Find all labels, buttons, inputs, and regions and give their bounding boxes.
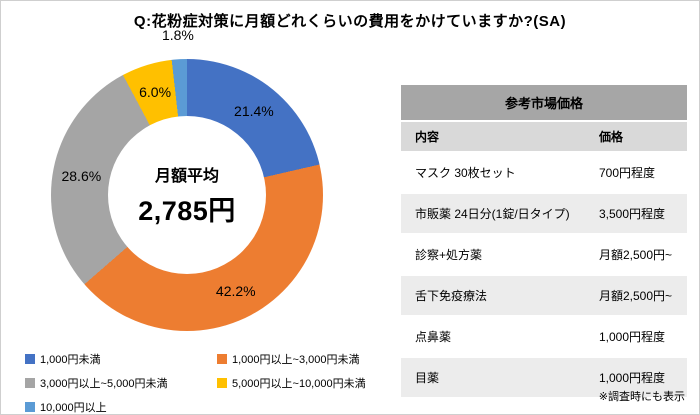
table-cell-content: 舌下免疫療法	[415, 289, 488, 303]
slice-percentage-label: 1.8%	[161, 26, 194, 43]
slice-percentage-label: 42.2%	[215, 282, 256, 299]
legend-item: 10,000円以上	[25, 399, 217, 415]
table-cell-content: 診察+処方薬	[415, 248, 483, 262]
table-row: 点鼻薬 1,000円程度	[401, 317, 687, 358]
legend-swatch	[25, 354, 35, 364]
donut-center-label: 月額平均	[154, 168, 219, 185]
table-row: 舌下免疫療法 月額2,500円~	[401, 276, 687, 317]
slice-percentage-label: 6.0%	[139, 84, 172, 101]
table-title: 参考市場価格	[401, 85, 687, 122]
table-cell-price: 月額2,500円~	[599, 289, 673, 303]
legend-swatch	[25, 378, 35, 388]
market-price-table: 参考市場価格 内容 価格 マスク 30枚セット 700円程度市販薬 24日分(1錠…	[401, 85, 687, 399]
table-column-headers: 内容 価格	[401, 122, 687, 153]
legend-label: 3,000円以上~5,000円未満	[40, 378, 168, 390]
legend-swatch	[217, 354, 227, 364]
donut-center: 月額平均 2,785円	[108, 116, 266, 274]
legend-label: 1,000円以上~3,000円未満	[232, 354, 360, 366]
legend-item: 3,000円以上~5,000円未満	[25, 375, 217, 391]
legend-item: 1,000円未満	[25, 351, 217, 367]
page-title: Q:花粉症対策に月額どれくらいの費用をかけていますか?(SA)	[133, 13, 567, 30]
table-cell-content: 目薬	[415, 371, 440, 385]
table-cell-price: 1,000円程度	[599, 330, 666, 344]
table-cell-price: 3,500円程度	[599, 207, 666, 221]
table-cell-price: 700円程度	[599, 166, 656, 180]
footnote: ※調査時にも表示	[598, 391, 685, 403]
legend-item: 5,000円以上~10,000円未満	[217, 375, 366, 391]
table-row: 診察+処方薬 月額2,500円~	[401, 235, 687, 276]
legend-swatch	[25, 402, 35, 412]
legend-label: 1,000円未満	[40, 354, 101, 366]
slice-percentage-label: 28.6%	[61, 167, 102, 184]
table-cell-content: 点鼻薬	[415, 330, 452, 344]
legend-label: 5,000円以上~10,000円未満	[232, 378, 366, 390]
table-cell-price: 1,000円程度	[599, 371, 666, 385]
table-body: マスク 30枚セット 700円程度市販薬 24日分(1錠/日タイプ) 3,500円程…	[401, 153, 687, 399]
legend-swatch	[217, 378, 227, 388]
table-row: 市販薬 24日分(1錠/日タイプ) 3,500円程度	[401, 194, 687, 235]
legend-item: 1,000円以上~3,000円未満	[217, 351, 366, 367]
legend-label: 10,000円以上	[40, 402, 107, 414]
donut-chart: 月額平均 2,785円 21.4% 42.2% 28.6% 6.0% 1.8%	[51, 27, 323, 331]
donut-center-value: 2,785円	[138, 196, 236, 226]
chart-legend: 1,000円未満 1,000円以上~3,000円未満 3,000円以上~5,000円…	[25, 351, 366, 415]
table-row: 目薬 1,000円程度	[401, 358, 687, 399]
table-cell-content: マスク 30枚セット	[415, 166, 516, 180]
column-header-price: 価格	[599, 130, 624, 144]
table-row: マスク 30枚セット 700円程度	[401, 153, 687, 194]
column-header-content: 内容	[415, 130, 440, 144]
table-cell-content: 市販薬 24日分(1錠/日タイプ)	[415, 207, 570, 221]
slice-percentage-label: 21.4%	[234, 102, 274, 119]
table-cell-price: 月額2,500円~	[599, 248, 673, 262]
